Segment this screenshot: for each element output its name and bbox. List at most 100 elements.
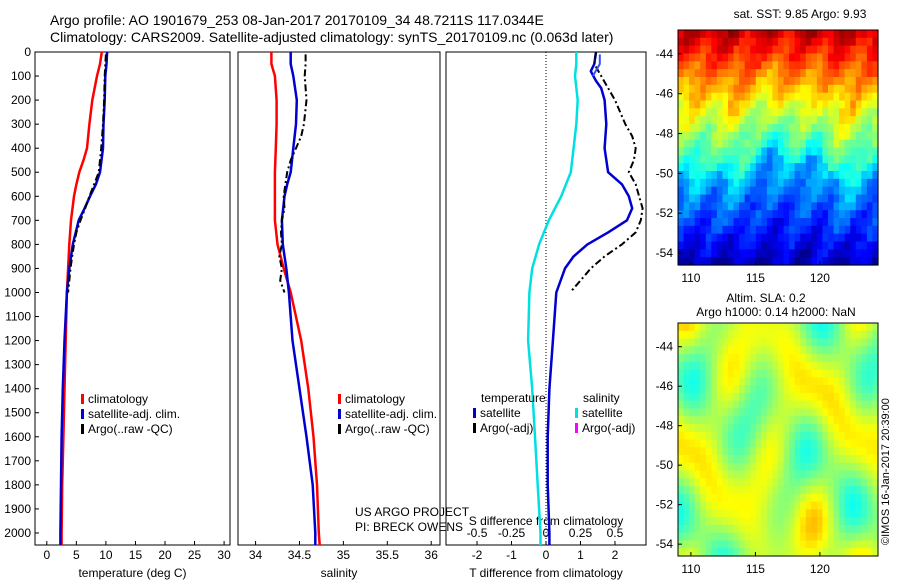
- sst-map-cell: [833, 241, 840, 250]
- sla-map-cell: [755, 532, 762, 542]
- sla-map-cell: [828, 423, 835, 433]
- sla-map-cell: [822, 455, 829, 464]
- sst-map-cell: [822, 210, 829, 219]
- sst-map-cell: [861, 233, 868, 243]
- sst-map-cell: [822, 61, 829, 70]
- sla-map-cell: [694, 431, 701, 441]
- sla-map-cell: [750, 548, 757, 557]
- sla-map-cell: [694, 517, 701, 526]
- sst-map-cell: [733, 100, 740, 109]
- sst-map-cell: [816, 147, 824, 156]
- sst-map-cell: [744, 155, 751, 164]
- sst-map-cell: [866, 163, 874, 172]
- sla-map-cell: [733, 400, 740, 410]
- sst-map-cell: [861, 186, 868, 196]
- sla-map-cell: [766, 455, 774, 464]
- sst-map-cell: [783, 92, 790, 102]
- sst-map-cell: [850, 249, 857, 258]
- sla-map-cell: [861, 416, 868, 425]
- sst-map-cell: [844, 84, 851, 94]
- sst-map-cell: [744, 178, 751, 188]
- sla-map-cell: [811, 462, 818, 472]
- sla-map-cell: [789, 423, 796, 433]
- sst-map-cell: [766, 61, 774, 70]
- sla-map-cell: [794, 338, 801, 347]
- sst-map-cell: [872, 84, 879, 94]
- sla-map-cell: [733, 330, 740, 340]
- sst-map-cell: [755, 257, 762, 266]
- sst-map-cell: [805, 155, 812, 164]
- sst-map-cell: [750, 241, 757, 250]
- sla-map-cell: [705, 361, 712, 371]
- sst-map-cell: [694, 171, 701, 180]
- sst-map-lon-tick-label: 110: [681, 271, 700, 285]
- sla-map-cell: [861, 369, 868, 378]
- sla-map-cell: [816, 392, 824, 402]
- sla-map-cell: [678, 416, 685, 425]
- sst-map-cell: [828, 171, 835, 180]
- sst-map-cell: [755, 233, 762, 243]
- sla-map-cell: [783, 532, 790, 542]
- sst-map-cell: [872, 92, 879, 102]
- s-diff-tick-label: 0.5: [607, 526, 624, 540]
- sla-map-cell: [866, 455, 874, 464]
- sst-map-cell: [844, 108, 851, 117]
- sst-map-cell: [778, 147, 785, 156]
- sla-map-cell: [828, 462, 835, 472]
- sst-map-cell: [750, 92, 757, 102]
- sla-map-cell: [839, 361, 846, 371]
- sst-map-cell: [733, 30, 740, 39]
- sla-map-cell: [700, 524, 707, 534]
- sst-map-cell: [766, 257, 774, 266]
- sla-map-cell: [822, 478, 829, 487]
- sst-map-cell: [761, 108, 768, 117]
- sst-map-cell: [872, 186, 879, 196]
- sla-map-cell: [711, 346, 718, 355]
- sst-map-cell: [778, 124, 785, 133]
- sst-map-cell: [705, 108, 712, 117]
- climatology-line: [60, 51, 104, 545]
- sst-map-cell: [766, 100, 774, 109]
- sla-map-cell: [811, 323, 818, 332]
- sla-map-cell: [850, 392, 857, 402]
- sst-map-cell: [855, 30, 862, 39]
- sst-map-cell: [678, 61, 685, 70]
- sst-map-cell: [800, 218, 807, 227]
- sla-map-cell: [822, 439, 829, 448]
- sla-map-cell: [850, 470, 857, 479]
- sla-map-cell: [794, 548, 801, 557]
- depth-tick-label: 1900: [4, 502, 31, 516]
- sst-map-cell: [716, 124, 724, 133]
- sst-map-cell: [833, 218, 840, 227]
- sla-map-cell: [855, 323, 862, 332]
- sla-map-cell: [800, 338, 807, 347]
- sst-map-cell: [761, 53, 768, 62]
- sla-map-cell: [783, 330, 790, 340]
- sla-map-cell: [794, 423, 801, 433]
- sst-map-cell: [822, 77, 829, 86]
- sla-map-cell: [861, 361, 868, 371]
- sla-map-cell: [689, 385, 696, 394]
- sla-map-cell: [805, 470, 812, 479]
- sst-map-cell: [783, 108, 790, 117]
- sla-map-cell: [789, 470, 796, 479]
- sla-map-cell: [794, 385, 801, 394]
- sst-map-cell: [816, 178, 824, 188]
- legend-swatch: [575, 423, 578, 433]
- satellite-line: [280, 52, 317, 545]
- sla-map-cell: [816, 323, 824, 332]
- sst-map-cell: [833, 92, 840, 102]
- sst-map-cell: [816, 100, 824, 109]
- sla-map-cell: [755, 462, 762, 472]
- sla-map-cell: [761, 338, 768, 347]
- sst-map-cell: [783, 84, 790, 94]
- sst-map-cell: [844, 139, 851, 149]
- sst-map-cell: [855, 69, 862, 78]
- sla-map-cell: [772, 462, 779, 472]
- sst-map-cell: [761, 61, 768, 70]
- sst-map-cell: [761, 84, 768, 94]
- sst-map-cell: [705, 116, 712, 125]
- sla-map-cell: [694, 524, 701, 534]
- sla-map-cell: [772, 470, 779, 479]
- sla-map-cell: [728, 431, 735, 441]
